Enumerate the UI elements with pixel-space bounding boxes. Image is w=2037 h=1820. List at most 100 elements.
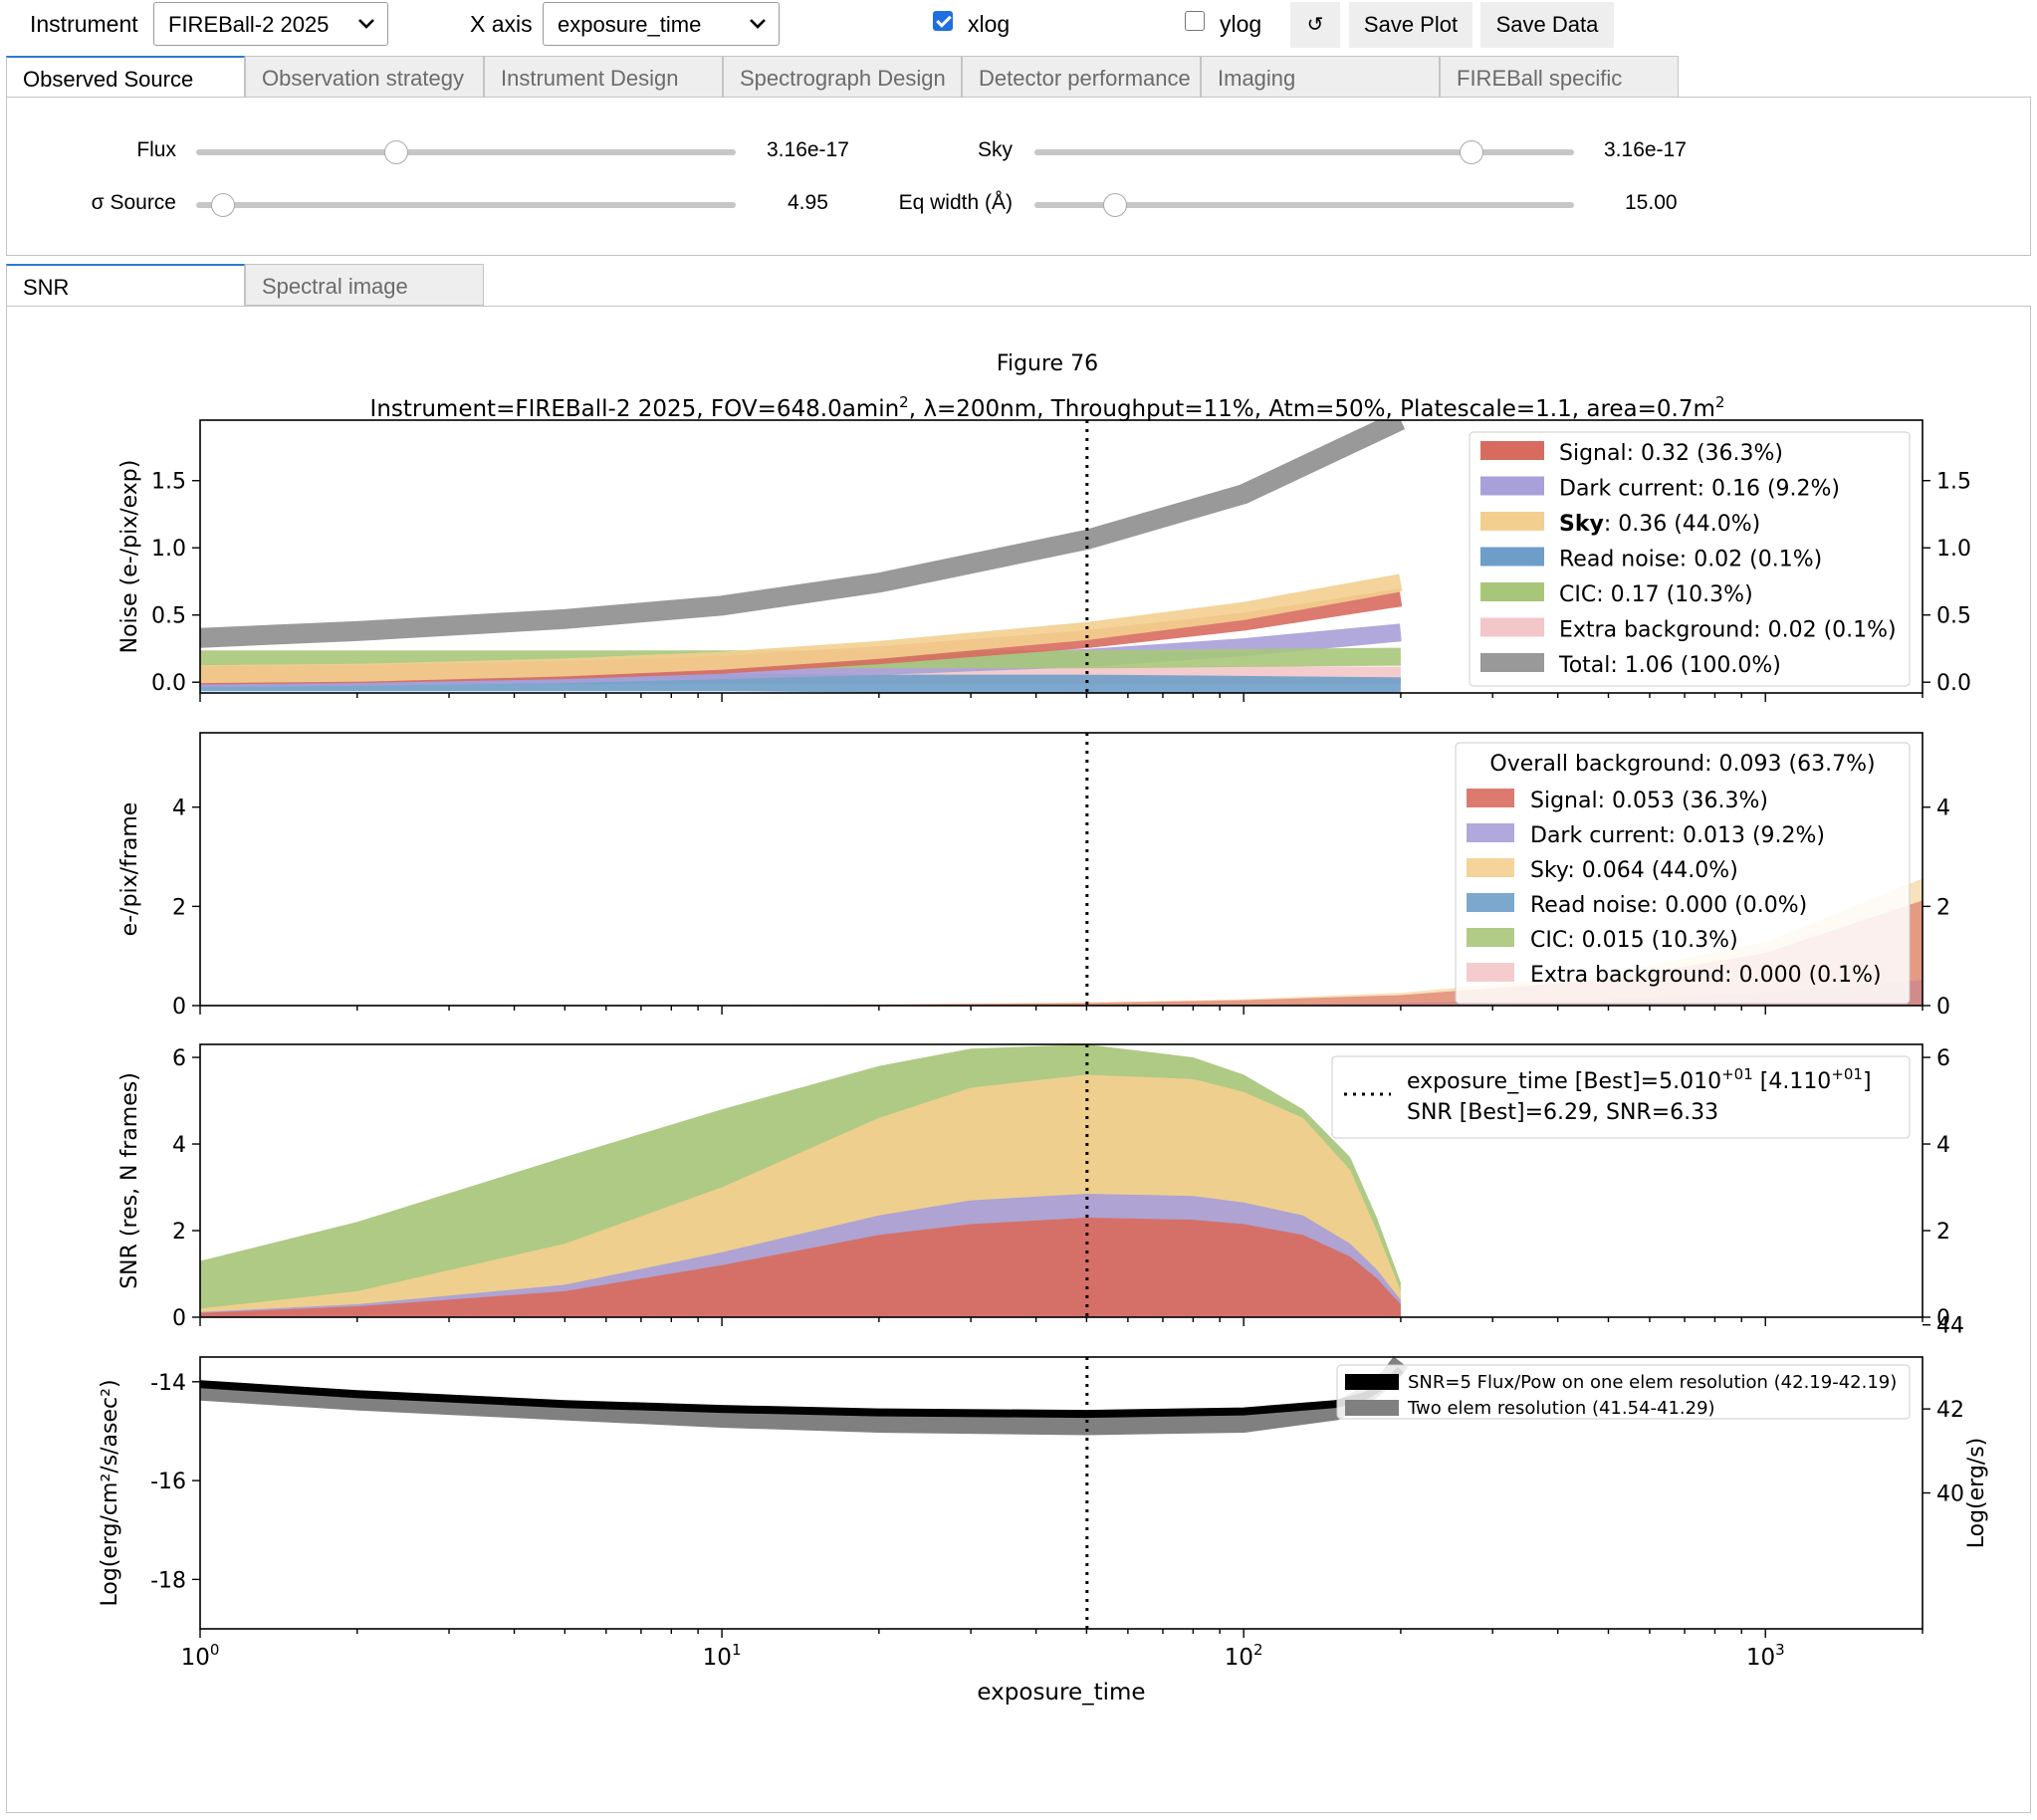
chart-panel-2: 0 0 2 2 4 4 e-/pix/frame Overall background: 0.…	[117, 732, 1950, 1020]
sky-slider[interactable]	[1034, 140, 1574, 164]
ylog-checkbox[interactable]	[1185, 11, 1205, 31]
tab-instrument-design[interactable]: Instrument Design	[484, 56, 723, 98]
legend-entry: Total: 1.06 (100.0%)	[1558, 653, 1781, 678]
legend-swatch	[1345, 1374, 1399, 1390]
xlog-checkbox[interactable]	[933, 11, 953, 31]
x-tick-label: 102	[1225, 1641, 1263, 1671]
eq-width-slider-handle[interactable]	[1103, 193, 1128, 217]
legend-sup: +01	[1721, 1065, 1753, 1083]
save-data-button[interactable]: Save Data	[1480, 2, 1614, 48]
legend-box	[1455, 742, 1911, 1005]
legend-entry: Extra background: 0.000 (0.1%)	[1530, 963, 1882, 988]
sigma-source-slider-label: σ Source	[91, 191, 176, 214]
plot-area	[200, 1044, 1401, 1317]
axes-frame	[199, 419, 1924, 694]
y-tick-label: -16	[150, 1470, 186, 1494]
chart-panel-3: 0 0 2 2 4 4 6 6 SNR (res, N frames) exposure_time…	[117, 1043, 1950, 1331]
y-tick-label-right: 0.5	[1936, 604, 1971, 629]
y-axis-label: Noise (e-/pix/exp)	[117, 460, 142, 654]
legend-entry-part: [4.110	[1753, 1069, 1832, 1094]
x-tick-exponent: 0	[210, 1641, 220, 1659]
y-tick-label-right: 2	[1936, 895, 1950, 920]
tab-detector-performance[interactable]: Detector performance	[962, 56, 1201, 98]
reset-button[interactable]: ↺	[1290, 2, 1340, 48]
plot-area	[200, 420, 1406, 693]
legend-swatch	[1480, 512, 1544, 531]
legend-entry: Extra background: 0.02 (0.1%)	[1559, 618, 1897, 643]
series-area-signal	[200, 1218, 1401, 1317]
legend-entry: Read noise: 0.02 (0.1%)	[1559, 548, 1822, 572]
legend-box	[1469, 431, 1911, 687]
flux-slider-label: Flux	[136, 138, 176, 161]
legend-swatch	[1467, 789, 1514, 807]
sky-slider-label: Sky	[977, 138, 1013, 161]
y-tick-label: 0	[172, 1306, 186, 1331]
x-axis-label: exposure_time	[977, 1680, 1145, 1706]
tab-observation-strategy[interactable]: Observation strategy	[245, 56, 484, 98]
legend-entry: Dark current: 0.16 (9.2%)	[1559, 477, 1840, 502]
y-tick-label: -18	[150, 1568, 186, 1593]
observed-source-panel: Flux 3.16e-17 σ Source 4.95 Sky 3.16e-17…	[6, 97, 2031, 256]
y-axis-label: e-/pix/frame	[117, 802, 142, 937]
figure-label: Figure 76	[997, 351, 1098, 376]
axes-frame	[199, 1043, 1924, 1318]
xlog-label: xlog	[968, 11, 1011, 37]
xaxis-select-value: exposure_time	[558, 12, 702, 37]
y-tick-label-right: 1.0	[1936, 537, 1971, 562]
series-line-sky	[200, 573, 1403, 684]
legend-entry: Read noise: 0.000 (0.0%)	[1530, 893, 1807, 918]
y-tick-label: 4	[172, 1133, 186, 1158]
save-plot-button[interactable]: Save Plot	[1349, 2, 1472, 48]
y-tick-label-right: 44	[1936, 1314, 1964, 1339]
flux-slider-handle[interactable]	[383, 140, 408, 164]
y-tick-label-right: 1.5	[1936, 470, 1971, 495]
y-tick-label: 2	[172, 1220, 186, 1245]
y-tick-label-right: 0.0	[1936, 671, 1971, 696]
x-tick-exponent: 2	[1253, 1641, 1263, 1659]
y-tick-label: 0	[172, 995, 186, 1020]
tab-snr[interactable]: SNR	[6, 264, 245, 308]
eq-width-slider-value: 15.00	[1625, 191, 1678, 214]
y-tick-label-right: 6	[1936, 1046, 1950, 1071]
legend-sup: +01	[1831, 1065, 1863, 1083]
legend-entry: SNR=5 Flux/Pow on one elem resolution (4…	[1408, 1372, 1897, 1393]
legend-box	[1336, 1364, 1911, 1420]
legend-swatch	[1467, 928, 1514, 947]
tab-fireball-specific[interactable]: FIREBall specific	[1440, 56, 1679, 98]
legend-swatch	[1467, 893, 1514, 912]
series-line-total	[200, 420, 1406, 648]
legend-entry-value: : 0.36 (44.0%)	[1604, 512, 1760, 537]
legend-swatch	[1480, 582, 1544, 601]
axes-frame	[199, 732, 1924, 1007]
sigma-source-slider-handle[interactable]	[211, 193, 236, 217]
tab-imaging[interactable]: Imaging	[1201, 56, 1440, 98]
flux-slider[interactable]	[196, 140, 736, 164]
tab-spectral-image[interactable]: Spectral image	[245, 264, 484, 306]
legend-title: Overall background: 0.093 (63.7%)	[1489, 752, 1875, 777]
x-tick-exponent: 1	[732, 1641, 742, 1659]
y-tick-label-right: 4	[1936, 796, 1950, 821]
legend-entry: Signal: 0.053 (36.3%)	[1530, 789, 1768, 813]
y-tick-label: 6	[172, 1046, 186, 1071]
snr-panel: Figure 76 Instrument=FIREBall-2 2025, FO…	[6, 306, 2031, 1813]
legend-entry: Signal: 0.32 (36.3%)	[1559, 441, 1783, 466]
figure-suptitle: Instrument=FIREBall-2 2025, FOV=648.0ami…	[370, 393, 1725, 422]
y-axis-label: SNR (res, N frames)	[117, 1072, 142, 1289]
chart-panel-4: -18 -16 -14 Log(erg/cm²/s/asec²) 40 42 44 Log(e…	[98, 1314, 1989, 1671]
chevron-down-icon	[750, 19, 766, 29]
sigma-source-slider[interactable]	[196, 193, 736, 217]
eq-width-slider[interactable]	[1034, 193, 1574, 217]
legend-swatch	[1480, 617, 1544, 637]
legend-box	[1331, 1055, 1911, 1139]
legend-entry: Dark current: 0.013 (9.2%)	[1530, 823, 1825, 848]
y-tick-label: 2	[172, 895, 186, 920]
tab-spectrograph-design[interactable]: Spectrograph Design	[723, 56, 962, 98]
tab-observed-source[interactable]: Observed Source	[6, 56, 245, 100]
xaxis-select[interactable]: exposure_time	[543, 2, 780, 46]
legend-swatch	[1480, 441, 1544, 460]
sky-slider-handle[interactable]	[1460, 140, 1484, 164]
x-tick-label: 103	[1746, 1641, 1785, 1671]
instrument-select[interactable]: FIREBall-2 2025	[153, 2, 388, 46]
x-tick-exponent: 3	[1775, 1641, 1785, 1659]
flux-slider-value: 3.16e-17	[767, 138, 849, 161]
